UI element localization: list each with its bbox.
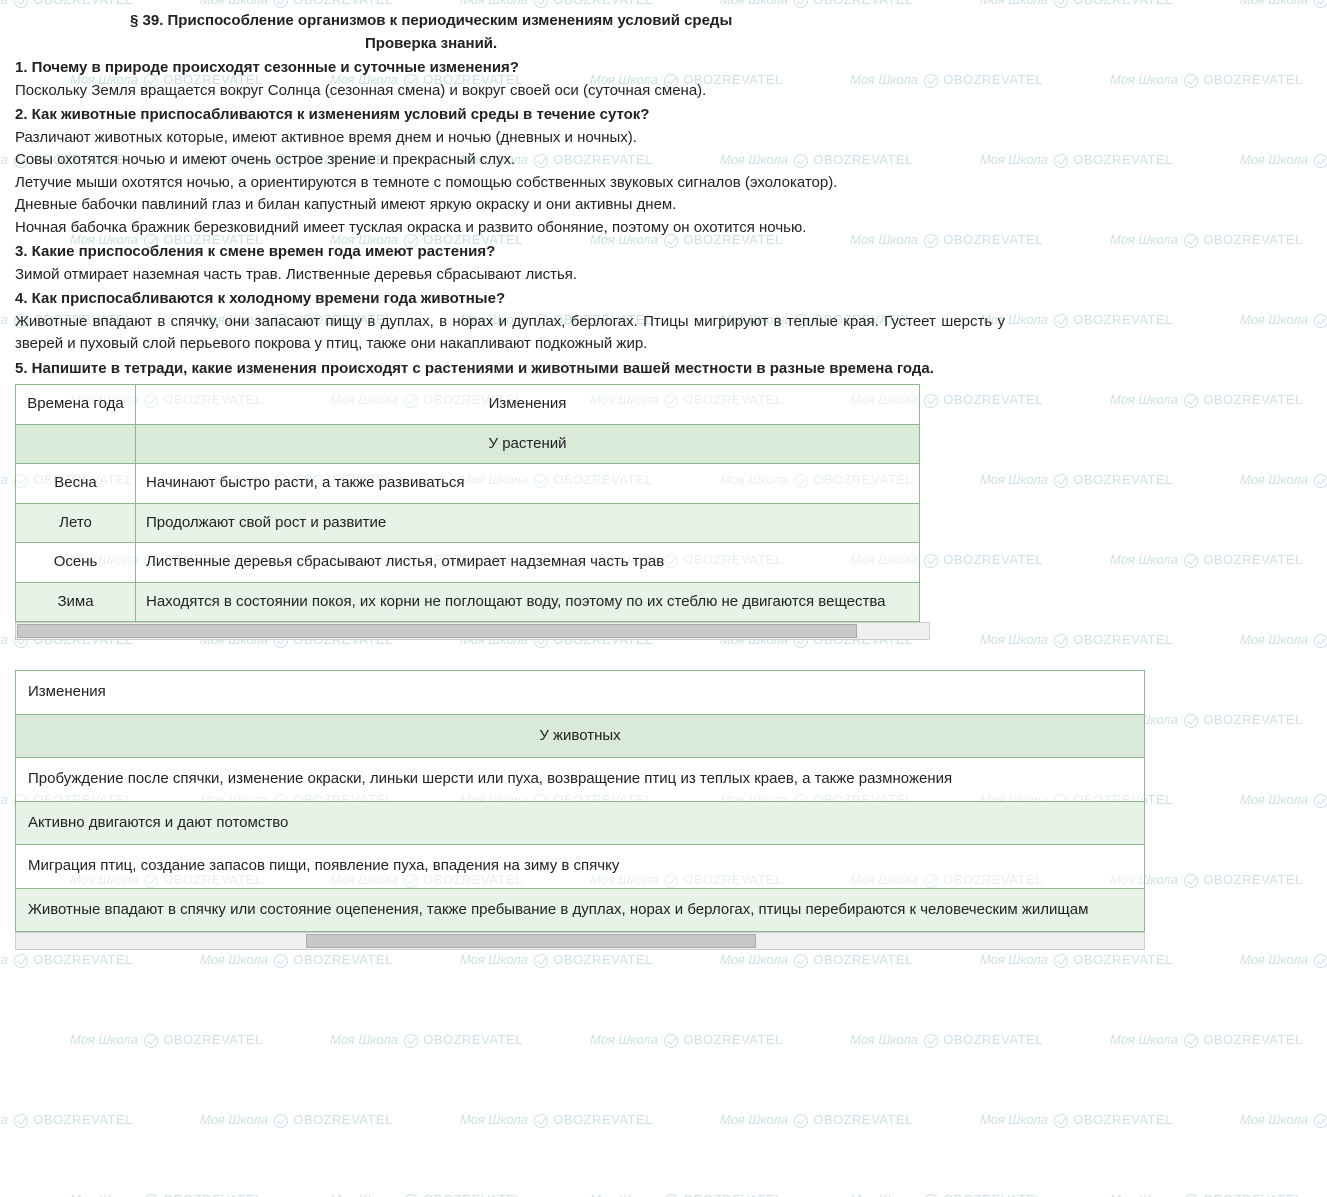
scrollbar-thumb[interactable] — [306, 934, 756, 948]
change-cell: Продолжают свой рост и развитие — [136, 503, 920, 543]
season-cell: Осень — [16, 543, 136, 583]
scrollbar-thumb[interactable] — [17, 624, 857, 638]
question-heading: 5. Напишите в тетради, какие изменения п… — [15, 358, 1005, 381]
change-cell: Пробуждение после спячки, изменение окра… — [16, 758, 1145, 802]
answer-text: Поскольку Земля вращается вокруг Солнца … — [15, 80, 1005, 103]
question-heading: 3. Какие приспособления к смене времен г… — [15, 241, 1005, 264]
answer-text: Совы охотятся ночью и имеют очень острое… — [15, 149, 1005, 172]
table-row: Активно двигаются и дают потомство — [16, 801, 1145, 845]
section-label: У животных — [16, 714, 1145, 758]
horizontal-scrollbar[interactable] — [15, 622, 930, 640]
change-cell: Активно двигаются и дают потомство — [16, 801, 1145, 845]
qa-block: 1. Почему в природе происходят сезонные … — [15, 57, 1005, 380]
horizontal-scrollbar[interactable] — [15, 932, 1145, 950]
season-cell: Весна — [16, 464, 136, 504]
animals-table: Изменения У животных Пробуждение после с… — [15, 670, 1145, 932]
season-cell: Лето — [16, 503, 136, 543]
answer-text: Животные впадают в спячку, они запасают … — [15, 311, 1005, 356]
change-cell: Животные впадают в спячку или состояние … — [16, 888, 1145, 932]
col-changes-header: Изменения — [16, 671, 1145, 715]
question-heading: 2. Как животные приспосабливаются к изме… — [15, 104, 1005, 127]
answer-text: Летучие мыши охотятся ночью, а ориентиру… — [15, 172, 1005, 195]
plants-table: Времена года Изменения У растений ВеснаН… — [15, 384, 920, 622]
table-row: ОсеньЛиственные деревья сбрасывают листь… — [16, 543, 920, 583]
change-cell: Лиственные деревья сбрасывают листья, от… — [136, 543, 920, 583]
table-header-row: Изменения — [16, 671, 1145, 715]
table-row: Пробуждение после спячки, изменение окра… — [16, 758, 1145, 802]
season-cell: Зима — [16, 582, 136, 622]
table-row: Животные впадают в спячку или состояние … — [16, 888, 1145, 932]
change-cell: Начинают быстро расти, а также развивать… — [136, 464, 920, 504]
answer-text: Дневные бабочки павлиний глаз и билан ка… — [15, 194, 1005, 217]
section-subtitle: Проверка знаний. — [15, 33, 1005, 56]
table-header-row: Времена года Изменения — [16, 385, 920, 425]
section-label: У растений — [136, 424, 920, 464]
table-row: ЛетоПродолжают свой рост и развитие — [16, 503, 920, 543]
change-cell: Миграция птиц, создание запасов пищи, по… — [16, 845, 1145, 889]
table-row: Миграция птиц, создание запасов пищи, по… — [16, 845, 1145, 889]
document-content: § 39. Приспособление организмов к период… — [15, 10, 1005, 950]
col-changes-header: Изменения — [136, 385, 920, 425]
table1-container: Времена года Изменения У растений ВеснаН… — [15, 384, 930, 640]
answer-text: Ночная бабочка бражник березковидний име… — [15, 217, 1005, 240]
table-section-row: У животных — [16, 714, 1145, 758]
table-row: ВеснаНачинают быстро расти, а также разв… — [16, 464, 920, 504]
col-season-header: Времена года — [16, 385, 136, 425]
question-heading: 1. Почему в природе происходят сезонные … — [15, 57, 1005, 80]
section-title: § 39. Приспособление организмов к период… — [15, 10, 1005, 33]
table-row: ЗимаНаходятся в состоянии покоя, их корн… — [16, 582, 920, 622]
table2-container: Изменения У животных Пробуждение после с… — [15, 670, 1145, 950]
answer-text: Различают животных которые, имеют активн… — [15, 127, 1005, 150]
change-cell: Находятся в состоянии покоя, их корни не… — [136, 582, 920, 622]
table-section-row: У растений — [16, 424, 920, 464]
answer-text: Зимой отмирает наземная часть трав. Лист… — [15, 264, 1005, 287]
question-heading: 4. Как приспосабливаются к холодному вре… — [15, 288, 1005, 311]
